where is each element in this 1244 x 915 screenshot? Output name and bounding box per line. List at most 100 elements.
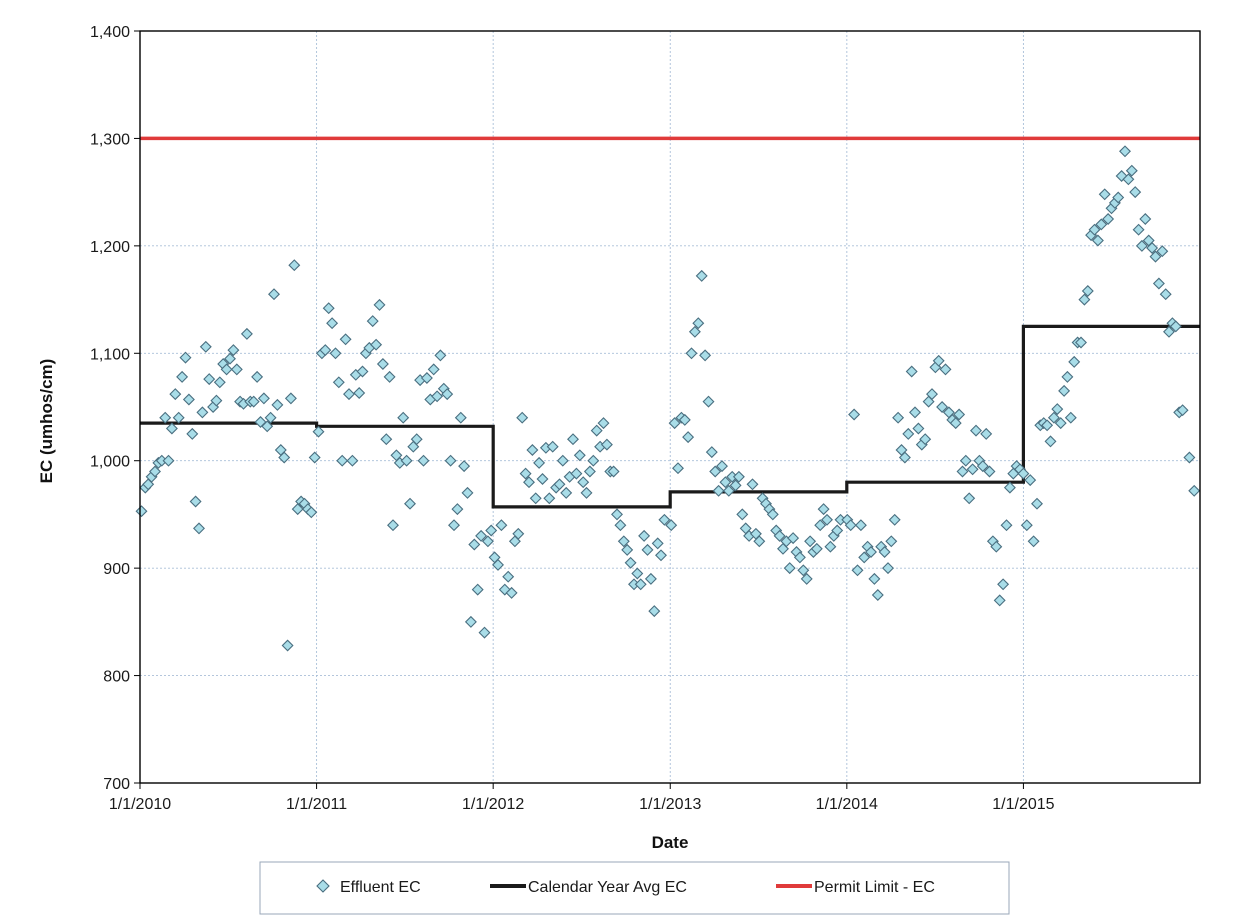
effluent-ec-point: [678, 413, 691, 426]
effluent-ec-point: [722, 484, 735, 497]
effluent-ec-point: [1132, 223, 1145, 236]
effluent-ec-point: [854, 519, 867, 532]
x-axis-ticks: 1/1/2010 1/1/2011 1/1/2012 1/1/2013 1/1/2014…: [109, 783, 1055, 813]
effluent-ec-point: [797, 564, 810, 577]
effluent-ec-point: [288, 259, 301, 272]
effluent-ec-point: [865, 546, 877, 558]
effluent-ec-point: [461, 486, 474, 499]
effluent-ec-point: [213, 376, 226, 389]
effluent-ec-point: [638, 529, 651, 542]
effluent-ec-point: [159, 411, 172, 424]
effluent-ec-point: [909, 406, 921, 419]
effluent-ec-point: [1156, 245, 1169, 258]
effluent-ec-point: [607, 465, 620, 478]
effluent-ec-point: [308, 451, 321, 464]
effluent-ec-point: [898, 451, 911, 464]
effluent-ec-point: [655, 549, 667, 562]
effluent-ec-point: [492, 558, 504, 571]
effluent-ec-point: [878, 546, 891, 558]
y-tick-label: 1,300: [90, 131, 130, 148]
effluent-ec-point: [719, 476, 732, 489]
effluent-ec-point: [590, 424, 603, 437]
effluent-ec-point: [478, 626, 491, 639]
effluent-ec-point: [322, 302, 335, 315]
effluent-ec-point: [753, 535, 766, 548]
effluent-ec-point: [1159, 288, 1172, 301]
effluent-ec-point: [404, 497, 416, 510]
legend-box: [259, 861, 1010, 915]
effluent-ec-point: [885, 535, 898, 548]
effluent-ec-point: [485, 524, 498, 537]
effluent-ec-point: [353, 387, 366, 399]
effluent-ec-point: [956, 465, 969, 478]
effluent-ec-point: [176, 370, 189, 383]
y-axis-ticks: 700 800 900 1,000 1,100 1,200 1,300 1,400: [90, 24, 140, 793]
effluent-ec-point: [634, 578, 647, 591]
y-tick-label: 800: [103, 669, 130, 686]
effluent-ec-point: [1081, 285, 1094, 297]
effluent-ec-point: [444, 454, 457, 467]
effluent-ec-point: [224, 352, 236, 365]
effluent-ec-point: [831, 524, 844, 537]
effluent-ec-point: [251, 370, 264, 383]
effluent-ec-point: [1003, 481, 1016, 494]
effluent-ec-point: [600, 438, 613, 451]
effluent-ec-point: [165, 422, 178, 435]
effluent-ec-point: [1024, 474, 1037, 487]
effluent-ec-point: [1088, 223, 1101, 236]
effluent-ec-point: [343, 388, 355, 401]
effluent-ec-point: [420, 372, 433, 384]
effluent-ec-point: [868, 572, 881, 585]
effluent-ec-point: [658, 513, 671, 526]
effluent-ec-point: [577, 476, 590, 489]
effluent-ec-point: [441, 388, 454, 401]
effluent-ec-point: [1098, 188, 1111, 201]
effluent-ec-point: [468, 538, 481, 551]
effluent-ec-point: [471, 583, 484, 596]
effluent-ec-point: [1122, 173, 1135, 186]
effluent-ec-point: [210, 394, 223, 407]
effluent-ec-point: [983, 465, 996, 478]
effluent-ec-point: [665, 519, 678, 532]
effluent-ec-point: [326, 317, 339, 330]
effluent-ec-point: [993, 594, 1006, 607]
effluent-ec-point: [882, 562, 894, 575]
effluent-ec-point: [668, 417, 681, 430]
effluent-ec-point: [1075, 336, 1087, 349]
effluent-ec-point: [709, 465, 722, 478]
effluent-ec-point: [682, 431, 695, 444]
effluent-ec-point: [1064, 411, 1077, 424]
x-tick-label: 1/1/2011: [286, 796, 347, 813]
y-tick-label: 1,400: [90, 24, 130, 41]
effluent-ec-point: [458, 460, 471, 473]
y-tick-label: 900: [103, 561, 130, 578]
effluent-ec-point: [193, 522, 205, 535]
effluent-ec-point: [172, 411, 185, 424]
effluent-ec-point: [1129, 186, 1142, 199]
effluent-ec-point: [672, 462, 684, 475]
effluent-ec-point: [502, 570, 515, 583]
effluent-ec-point: [844, 519, 857, 532]
effluent-ec-point: [617, 535, 630, 548]
x-tick-label: 1/1/2015: [992, 796, 1054, 813]
effluent-ec-point: [431, 390, 444, 403]
effluent-ec-point: [773, 529, 786, 542]
effluent-ec-point: [336, 454, 349, 467]
effluent-ec-point: [1125, 164, 1138, 177]
effluent-ec-point: [1017, 467, 1030, 480]
effluent-ec-point: [448, 519, 460, 532]
effluent-ec-point: [383, 370, 396, 383]
effluent-ec-point: [1176, 404, 1189, 417]
effluent-ec-point: [871, 589, 884, 601]
effluent-ec-point: [1000, 519, 1013, 532]
effluent-ec-point: [892, 411, 905, 424]
effluent-ec-point: [526, 444, 539, 456]
effluent-ec-point: [997, 578, 1010, 591]
effluent-ec-point: [573, 449, 586, 462]
effluent-ec-point: [736, 508, 749, 521]
effluent-ec-point: [230, 363, 243, 376]
effluent-ec-point: [570, 467, 583, 480]
effluent-ec-point: [498, 583, 511, 596]
effluent-ec-point: [536, 473, 549, 485]
effluent-ec-point: [1188, 484, 1201, 497]
